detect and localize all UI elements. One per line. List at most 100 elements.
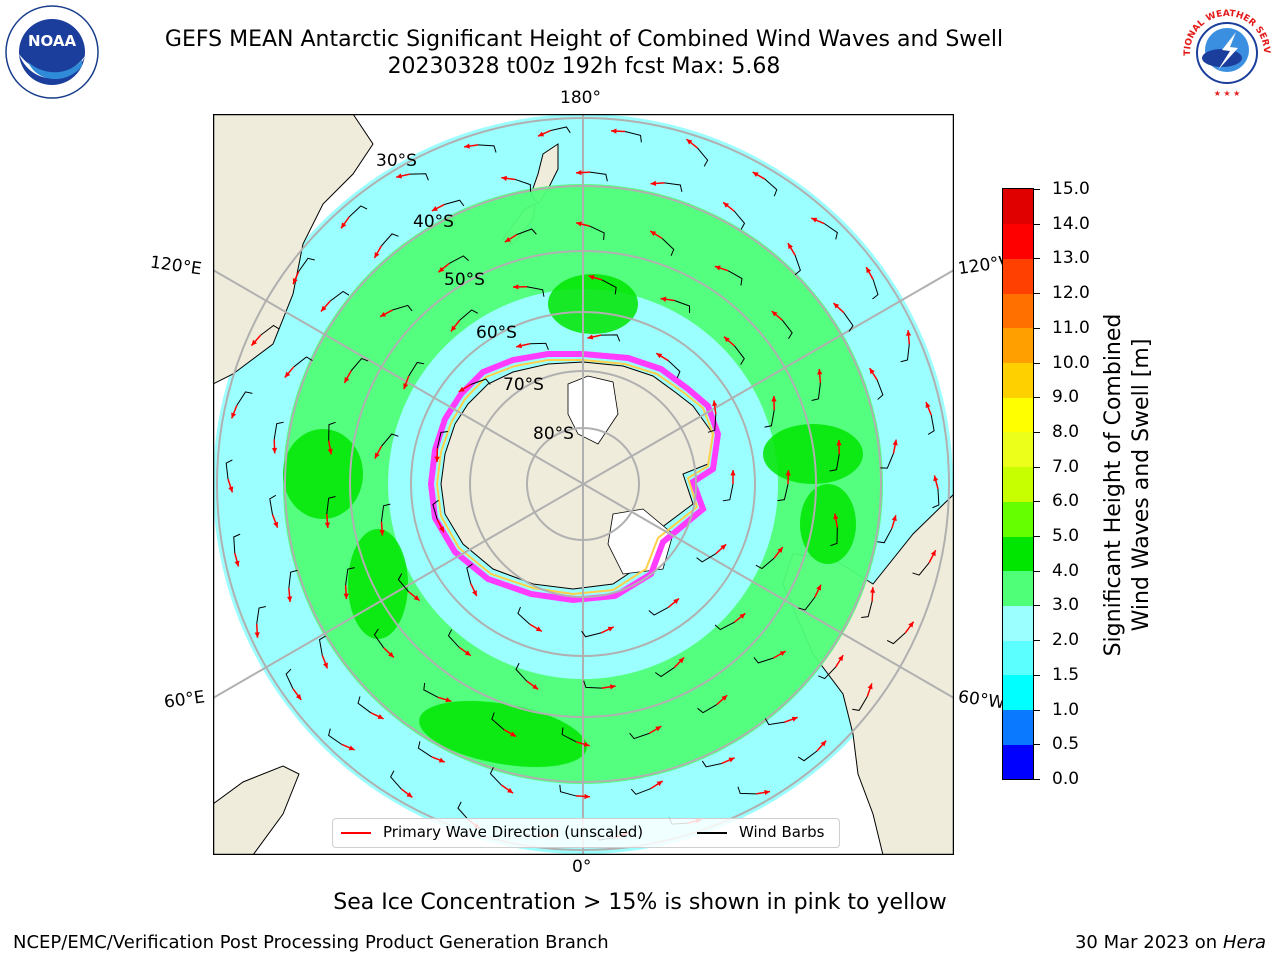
wave-direction-arrowhead (464, 143, 470, 149)
wave-direction-arrowhead (403, 383, 409, 390)
wave-direction-arrowhead (413, 595, 420, 601)
wind-barb (526, 286, 545, 297)
wave-height-map (213, 114, 954, 855)
wave-direction-arrowhead (431, 206, 438, 211)
wave-direction-arrowhead (273, 521, 279, 528)
wave-direction-arrowhead (764, 789, 771, 796)
colorbar-title: Significant Height of Combined Wind Wave… (1100, 275, 1156, 695)
wind-barb (550, 126, 571, 134)
wind-barb (293, 356, 313, 368)
meridians (213, 114, 954, 855)
wave-direction-arrowhead (833, 513, 839, 520)
wave-direction-arrowhead (869, 368, 875, 375)
footer-host: Hera (1222, 932, 1266, 953)
wave-height-3-4m-band (282, 184, 883, 784)
wave-direction-arrowhead (656, 353, 663, 359)
colorbar-segment (1003, 258, 1033, 294)
sea-ice-edge (427, 351, 722, 604)
wind-barb (444, 199, 465, 207)
wave-direction-arrowhead (472, 590, 477, 597)
wind-barb (489, 767, 502, 786)
colorbar-segment (1003, 397, 1033, 433)
colorbar-tick-mark (1034, 431, 1040, 433)
colorbar-tick-label: 14.0 (1052, 213, 1090, 234)
wave-direction-arrowhead (811, 217, 818, 223)
wind-barb (515, 178, 532, 192)
lon-label-120e: 120°E (148, 252, 203, 280)
wind-barb (861, 601, 873, 618)
wind-barb (697, 704, 718, 714)
wind-barb (285, 668, 294, 689)
svg-text:★ ★ ★: ★ ★ ★ (1214, 89, 1241, 98)
wind-barb (912, 562, 930, 576)
wind-barb (696, 553, 717, 563)
wind-barb (648, 607, 669, 616)
wind-barb (674, 300, 691, 314)
colorbar-tick-mark (1034, 327, 1040, 329)
wave-direction-arrowhead (445, 697, 452, 703)
colorbar-tick-label: 0.0 (1052, 769, 1080, 789)
wind-barb (298, 257, 315, 272)
wind-barb (436, 431, 448, 449)
wave-direction-arrowhead (396, 173, 402, 179)
wave-direction-arrowhead (607, 626, 614, 632)
chart-subtitle: 20230328 t00z 192h fcst Max: 5.68 (387, 54, 781, 79)
wind-barb (797, 750, 818, 762)
colorbar (1002, 188, 1034, 780)
wind-barbs-and-wave-arrows (225, 126, 940, 841)
wind-barb (629, 732, 650, 740)
wind-barb (900, 344, 910, 363)
wave-direction-arrowhead (380, 311, 387, 317)
wave-direction-arrowhead (516, 343, 523, 349)
lat-label-40s: 40°S (413, 212, 454, 232)
wind-barb (380, 503, 391, 522)
wave-direction-arrowhead (535, 626, 542, 632)
colorbar-tick-mark (1034, 536, 1040, 538)
wave-direction-arrowhead (867, 683, 873, 690)
colorbar-tick-label: 3.0 (1052, 595, 1080, 616)
wave-direction-arrowhead (650, 180, 657, 186)
wave-direction-arrowhead (588, 274, 595, 280)
wave-direction-arrowhead (576, 169, 582, 176)
wave-direction-arrowhead (833, 303, 840, 309)
colorbar-segment (1003, 536, 1033, 572)
lon-label-60e: 60°E (162, 687, 207, 713)
wind-barb (326, 496, 336, 515)
colorbar-segment (1003, 605, 1033, 641)
wind-barb (529, 342, 549, 351)
wind-barb (829, 453, 840, 472)
colorbar-tick-label: 13.0 (1052, 248, 1090, 269)
wind-barb (764, 409, 775, 428)
wind-barb (409, 173, 429, 181)
wave-direction-arrowhead (324, 522, 331, 529)
footer-date-text: 30 Mar 2023 on (1074, 932, 1218, 953)
wave-direction-arrowhead (791, 716, 798, 722)
colorbar-tick-label: 5.0 (1052, 526, 1080, 547)
wind-barb (423, 682, 439, 698)
wave-direction-arrowhead (587, 334, 594, 340)
wave-direction-arrowhead (377, 714, 384, 719)
wind-barb (459, 309, 479, 321)
colorbar-title-line1: Significant Height of Combined (1101, 313, 1126, 657)
wind-barb (477, 144, 497, 153)
colorbar-tick-label: 8.0 (1052, 421, 1080, 442)
wind-barb (624, 131, 642, 143)
wave-direction-arrowhead (532, 684, 539, 690)
wave-direction-arrowhead (866, 267, 872, 274)
colorbar-tick-mark (1034, 258, 1040, 260)
wind-barb-legend-label: Wind Barbs (739, 823, 825, 841)
wave-direction-arrowhead (510, 731, 517, 737)
wave-direction-arrowhead (816, 584, 821, 591)
wave-direction-arrowhead (583, 741, 590, 747)
wave-direction-arrowhead (933, 475, 939, 482)
wind-barb (753, 657, 774, 664)
colorbar-tick-mark (1034, 189, 1040, 190)
chart-title: GEFS MEAN Antarctic Significant Height o… (164, 27, 1004, 52)
wave-direction-legend-swatch (341, 832, 371, 834)
wind-barb (661, 238, 675, 257)
lat-label-70s: 70°S (503, 375, 544, 395)
colorbar-title-line2: Wind Waves and Swell [m] (1129, 338, 1154, 632)
colorbar-tick-label: 9.0 (1052, 387, 1080, 408)
wave-direction-arrowhead (507, 787, 514, 794)
wind-barb (877, 528, 893, 544)
